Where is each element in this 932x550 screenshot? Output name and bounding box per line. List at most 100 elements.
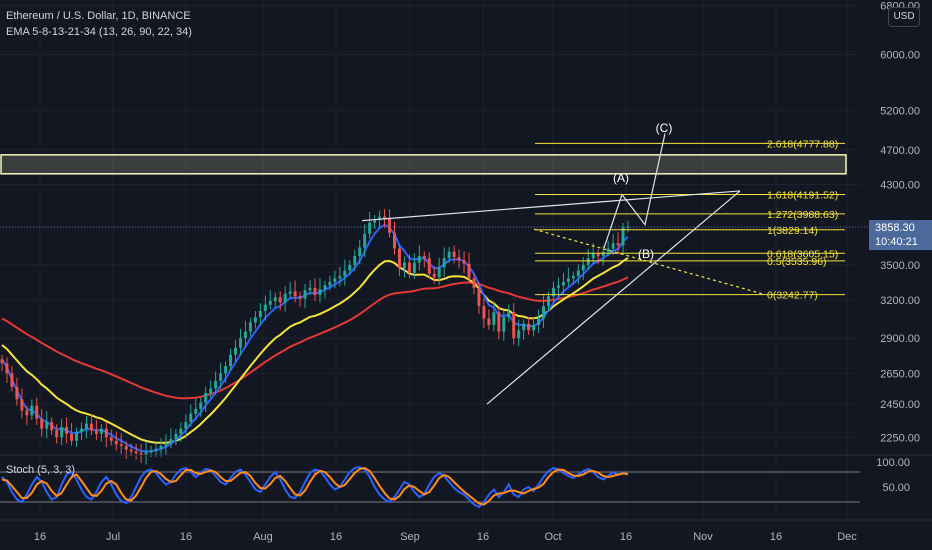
- candle-body: [497, 312, 501, 332]
- wave-label: (A): [613, 171, 629, 185]
- candle: [566, 267, 570, 287]
- price-axis[interactable]: 2250.00 2450.00 2650.00 2900.00 3200.00 3500.…: [880, 1, 920, 445]
- candle-body: [492, 312, 496, 326]
- candle-body: [308, 287, 312, 291]
- candle: [502, 311, 506, 342]
- price-tick-label: 3500.00: [880, 260, 920, 272]
- wave-label: (B): [638, 247, 654, 261]
- wave-labels: (A) (B) (C): [613, 121, 672, 261]
- candle-body: [119, 444, 123, 447]
- candle: [576, 264, 580, 285]
- candle: [70, 423, 74, 446]
- candle-body: [397, 248, 401, 269]
- candle-body: [621, 227, 625, 246]
- candle: [586, 248, 590, 270]
- candle-body: [159, 446, 163, 449]
- candle: [477, 281, 481, 314]
- candle: [5, 357, 9, 383]
- stoch-k-line: [1, 465, 629, 509]
- candle-body: [258, 310, 262, 318]
- candle: [80, 422, 83, 440]
- candle-body: [109, 437, 113, 441]
- candle: [551, 281, 555, 303]
- candle: [556, 277, 560, 296]
- bar-countdown: 10:40:21: [875, 236, 918, 248]
- candle: [298, 291, 302, 307]
- candle-body: [323, 285, 327, 289]
- candle-body: [472, 278, 476, 288]
- candle: [159, 438, 163, 457]
- candle: [393, 221, 396, 255]
- candle: [353, 249, 357, 272]
- price-tick-label: 3200.00: [880, 295, 920, 307]
- candle-body: [517, 330, 521, 339]
- candle-body: [5, 363, 9, 374]
- candle-body: [194, 408, 198, 414]
- candle: [224, 361, 228, 383]
- candle-body: [293, 291, 297, 297]
- time-axis[interactable]: 16 Jul 16 Aug 16 Sep 16 Oct 16 Nov 16 Dec: [34, 531, 857, 543]
- candle: [164, 434, 168, 456]
- candle: [184, 414, 188, 439]
- stochastic-label: Stoch (5, 3, 3): [6, 464, 76, 476]
- candle: [258, 303, 262, 326]
- wave-path: [603, 133, 666, 249]
- candle: [189, 404, 193, 427]
- stochastic-pane[interactable]: 50.00 100.00: [0, 454, 932, 521]
- candle: [333, 270, 337, 289]
- fib-level-label: 1.272(3988.63): [767, 209, 838, 221]
- candle: [487, 309, 491, 330]
- candle: [65, 417, 69, 444]
- candle: [30, 399, 34, 421]
- candle-body: [407, 262, 411, 273]
- candle-body: [452, 251, 456, 258]
- price-tick-label: 2900.00: [880, 333, 920, 345]
- candle-body: [219, 373, 223, 381]
- candle: [447, 247, 451, 263]
- candle: [238, 328, 242, 356]
- candle: [437, 257, 441, 286]
- candle-body: [164, 443, 168, 447]
- candle-body: [154, 448, 158, 451]
- candle-body: [422, 256, 426, 259]
- candle: [124, 441, 128, 460]
- trend-drawings[interactable]: [361, 133, 766, 405]
- candle: [527, 317, 531, 335]
- candle: [313, 278, 317, 302]
- candle-body: [189, 413, 193, 422]
- candle-body: [338, 276, 342, 279]
- candle: [45, 411, 49, 439]
- candle: [522, 319, 526, 340]
- candle: [104, 422, 108, 447]
- candle-body: [263, 304, 267, 311]
- time-tick-label: 16: [620, 531, 632, 543]
- candle: [348, 260, 352, 276]
- candle-body: [273, 297, 277, 302]
- time-tick-label: Nov: [693, 531, 713, 543]
- candle-body: [427, 258, 431, 274]
- candle-body: [99, 428, 103, 434]
- candle-body: [432, 273, 436, 278]
- currency-badge[interactable]: USD: [888, 7, 920, 27]
- candle-body: [209, 388, 213, 394]
- price-tick-label: 4300.00: [880, 180, 920, 192]
- candle-body: [606, 248, 610, 252]
- time-tick-label: 16: [770, 531, 782, 543]
- candle: [84, 415, 88, 439]
- candle-body: [104, 428, 108, 438]
- candle-body: [358, 247, 362, 257]
- price-tick-label: 4700.00: [880, 145, 920, 157]
- candle-body: [149, 450, 153, 453]
- stoch-d-line: [1, 466, 629, 506]
- candle: [308, 280, 312, 295]
- resistance-zone[interactable]: [0, 154, 847, 175]
- candle-body: [114, 440, 118, 445]
- lower-trendline: [486, 190, 741, 405]
- ema-slow-line: [1, 276, 629, 400]
- candle-body: [268, 301, 272, 305]
- candle-body: [298, 296, 302, 299]
- candle: [407, 254, 411, 278]
- candle: [268, 290, 272, 310]
- candle-body: [303, 290, 307, 299]
